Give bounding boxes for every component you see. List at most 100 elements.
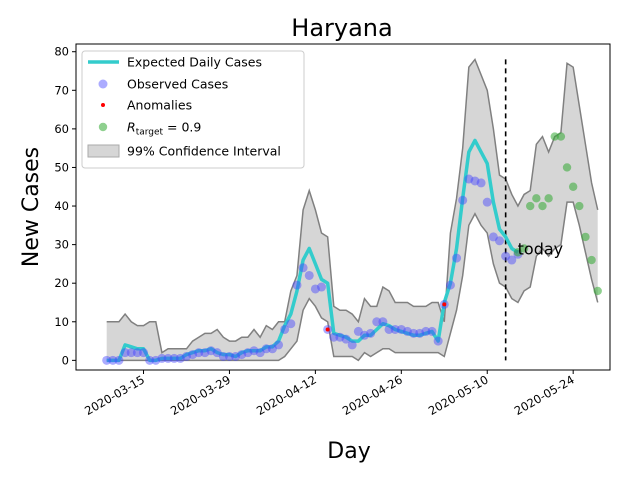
target-point <box>538 201 547 211</box>
target-point <box>532 194 541 203</box>
chart-title: Haryana <box>291 14 392 42</box>
observed-point <box>298 263 308 273</box>
observed-point <box>206 346 216 356</box>
observed-point <box>304 270 314 280</box>
legend: Expected Daily Cases Observed Cases Anomal… <box>81 50 305 169</box>
observed-point <box>384 324 394 334</box>
x-tick-label: 2020-04-26 <box>340 372 405 418</box>
target-point <box>562 163 572 172</box>
observed-point <box>163 353 173 363</box>
observed-point <box>329 332 339 342</box>
x-axis-label: Day <box>327 439 370 464</box>
observed-point <box>169 353 179 363</box>
observed-point <box>421 326 431 336</box>
y-tick-label: 10 <box>54 315 69 329</box>
legend-observed-swatch <box>98 79 108 89</box>
legend-ci-label: 99% Confidence Interval <box>127 144 281 159</box>
y-tick-label: 40 <box>54 199 69 213</box>
observed-point <box>200 348 210 358</box>
target-point <box>513 248 523 257</box>
legend-observed-label: Observed Cases <box>127 77 228 92</box>
observed-point <box>151 355 161 365</box>
observed-point <box>249 346 259 356</box>
legend-target-label: Rtarget = 0.9 <box>127 120 201 138</box>
observed-point <box>175 353 185 363</box>
observed-point <box>139 348 149 358</box>
legend-anomaly-label: Anomalies <box>127 98 192 113</box>
observed-point <box>464 174 474 184</box>
x-tick-label: 2020-05-24 <box>512 372 577 418</box>
observed-point <box>409 328 419 338</box>
observed-point <box>120 348 130 358</box>
observed-point <box>476 178 486 188</box>
y-tick-label: 60 <box>54 122 69 136</box>
observed-point <box>347 340 357 350</box>
observed-point <box>108 355 118 365</box>
observed-point <box>378 317 388 327</box>
expected-line <box>106 138 519 363</box>
observed-point <box>390 324 400 334</box>
observed-point <box>255 348 265 358</box>
observed-point <box>445 280 455 290</box>
observed-point <box>396 324 406 334</box>
observed-point <box>470 176 480 186</box>
observed-point <box>280 324 290 334</box>
observed-point <box>458 195 468 205</box>
observed-point <box>317 282 327 292</box>
observed-point <box>359 330 369 340</box>
legend-target-subscript: target <box>136 128 164 138</box>
target-point <box>526 201 535 211</box>
target-point <box>581 232 590 242</box>
target-point <box>544 194 553 203</box>
observed-point <box>427 326 437 336</box>
ci-lower-line <box>106 201 599 362</box>
observed-point <box>231 351 241 361</box>
target-point <box>556 132 566 141</box>
observed-point <box>501 251 511 261</box>
observed-point <box>102 355 112 365</box>
observed-point <box>237 350 247 360</box>
target-point <box>550 132 559 141</box>
observed-point <box>157 353 167 363</box>
observed-point <box>495 236 505 246</box>
observed-point <box>402 326 412 336</box>
legend-ci-swatch <box>87 144 120 158</box>
y-tick-label: 80 <box>54 45 69 59</box>
observed-point <box>353 326 363 336</box>
observed-point <box>292 280 302 290</box>
y-axis: 0 10 20 30 40 50 60 70 80 <box>54 45 76 367</box>
x-axis: 2020-03-15 2020-03-29 2020-04-12 2020-04-26… <box>82 370 577 418</box>
target-point <box>593 286 602 296</box>
observed-point <box>224 351 234 361</box>
legend-expected-label: Expected Daily Cases <box>127 55 262 70</box>
observed-point <box>507 255 517 265</box>
target-point <box>587 255 596 265</box>
observed-point <box>188 350 198 360</box>
observed-point <box>366 328 376 338</box>
observed-point <box>218 351 228 361</box>
observed-point <box>274 340 284 350</box>
observed-point <box>194 348 204 358</box>
observed-point <box>243 348 253 358</box>
legend-target-value: = 0.9 <box>163 120 201 135</box>
target-point <box>575 201 584 211</box>
anomaly-point <box>325 327 330 332</box>
y-tick-label: 70 <box>54 83 69 97</box>
target-point <box>519 244 529 253</box>
observed-point <box>286 319 296 329</box>
observed-point <box>482 197 492 207</box>
y-tick-label: 0 <box>62 353 69 367</box>
target-point <box>568 182 578 191</box>
ci-upper-line <box>106 57 599 354</box>
legend-box <box>81 50 305 169</box>
legend-target-swatch <box>98 122 108 132</box>
legend-target-symbol: R <box>127 120 136 135</box>
observed-point <box>261 344 271 354</box>
y-tick-label: 50 <box>54 160 69 174</box>
y-tick-label: 30 <box>54 238 69 252</box>
observed-point <box>132 348 142 358</box>
observed-point <box>488 232 498 242</box>
observed-point <box>212 348 222 358</box>
plot-frame <box>75 43 611 371</box>
